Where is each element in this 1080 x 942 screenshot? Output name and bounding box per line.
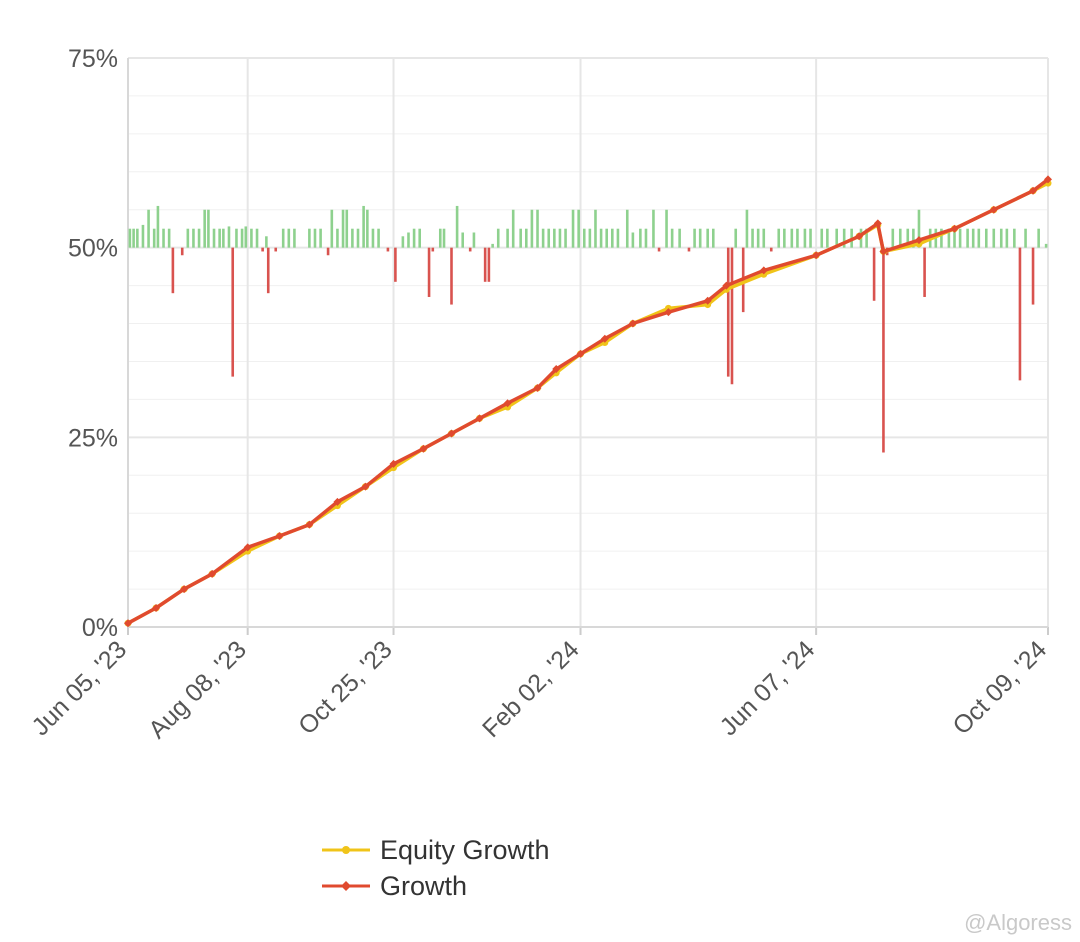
daily-bars [128, 205, 1048, 453]
point-growth [873, 219, 882, 228]
y-tick-label: 50% [68, 235, 118, 263]
watermark: @Algoress [964, 910, 1072, 935]
point-growth [152, 604, 161, 613]
point-growth [533, 384, 542, 393]
y-axis-ticks: 0% 25% 50% 75% [68, 45, 118, 642]
legend-label-growth: Growth [380, 870, 468, 901]
point-growth [1044, 175, 1052, 184]
point-growth [879, 247, 888, 256]
point-growth [180, 585, 189, 594]
x-tick-label: Oct 09, '24 [948, 635, 1053, 740]
point-growth [628, 319, 637, 328]
point-growth [419, 444, 428, 453]
point-growth [989, 205, 998, 214]
x-axis-ticks: Jun 05, '23 Aug 08, '23 Oct 25, '23 Feb 02,… [26, 635, 1052, 744]
point-growth [305, 520, 314, 529]
grid [127, 57, 1049, 635]
chart: 0% 25% 50% 75% Jun 05, '23 Aug 08, '23 Oct 25… [26, 45, 1052, 744]
series-lines [124, 175, 1052, 628]
point-growth [503, 399, 512, 408]
point-growth [855, 232, 864, 241]
x-tick-label: Jun 05, '23 [26, 635, 132, 741]
point-growth [722, 281, 731, 290]
series-line-equity-growth [126, 181, 1050, 625]
y-tick-label: 0% [82, 614, 118, 642]
point-growth [600, 334, 609, 343]
point-growth [759, 266, 768, 275]
point-growth [275, 531, 284, 540]
point-growth [914, 236, 923, 245]
point-growth [1029, 186, 1038, 195]
point-growth [389, 459, 398, 468]
legend-marker-growth [322, 881, 370, 891]
point-growth [576, 349, 585, 358]
x-tick-label: Jun 07, '24 [715, 635, 821, 741]
point-growth [124, 619, 132, 628]
point-growth [552, 365, 561, 374]
point-growth [703, 296, 712, 305]
point-growth [208, 569, 217, 578]
y-tick-label: 75% [68, 45, 118, 73]
series-line-growth [126, 177, 1050, 625]
point-growth [664, 308, 673, 317]
x-tick-label: Oct 25, '23 [293, 635, 398, 740]
legend-item-equity-growth[interactable]: Equity Growth [322, 832, 550, 868]
x-tick-label: Feb 02, '24 [477, 635, 585, 743]
point-growth [475, 414, 484, 423]
legend-marker-equity-growth [322, 846, 370, 854]
point-growth [447, 429, 456, 438]
legend-item-growth[interactable]: Growth [322, 868, 550, 904]
x-tick-label: Aug 08, '23 [143, 635, 252, 744]
point-growth [361, 482, 370, 491]
legend: Equity Growth Growth [322, 832, 550, 904]
y-tick-label: 25% [68, 424, 118, 452]
point-growth [243, 543, 252, 552]
point-growth [333, 497, 342, 506]
point-growth [812, 251, 821, 260]
point-growth [950, 224, 959, 233]
legend-label-equity-growth: Equity Growth [380, 834, 550, 865]
